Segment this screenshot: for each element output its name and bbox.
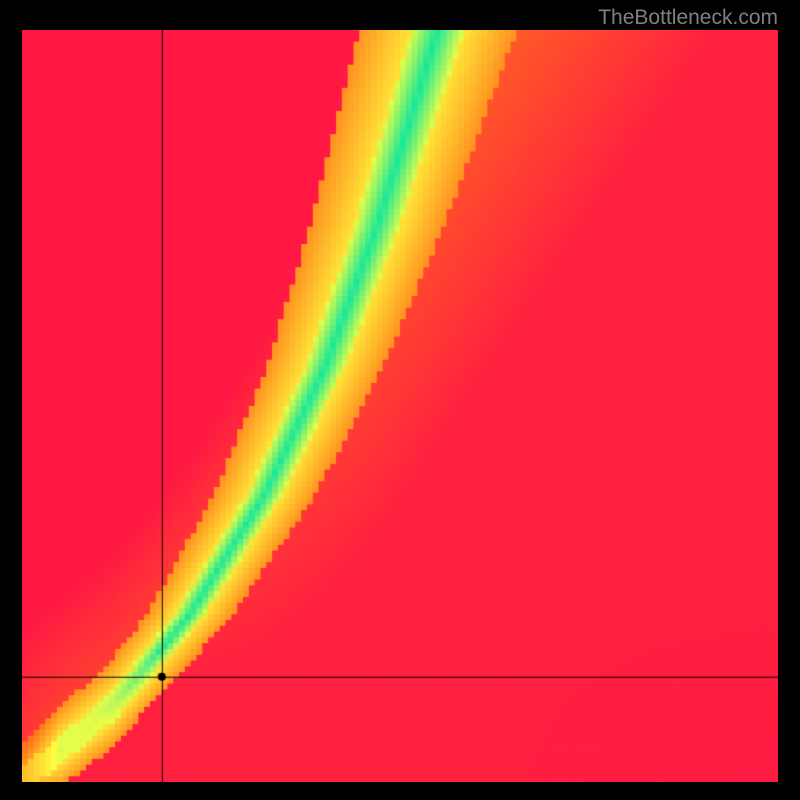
watermark-text: TheBottleneck.com [598, 6, 778, 30]
heatmap-canvas [22, 30, 778, 782]
bottleneck-heatmap [22, 30, 778, 782]
